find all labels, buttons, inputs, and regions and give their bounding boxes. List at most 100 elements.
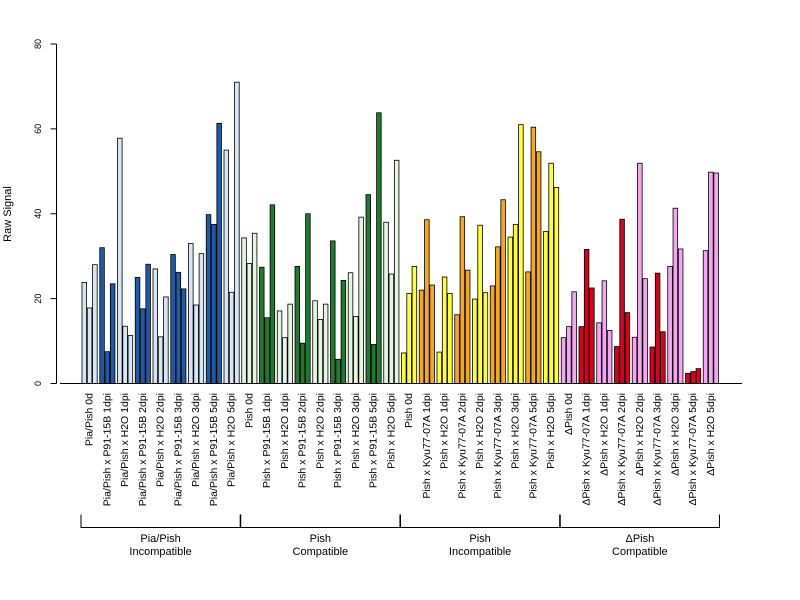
y-tick-label: 80: [33, 39, 43, 49]
bar: [482, 292, 489, 384]
x-tick-label: Pish x H2O 2dpi: [474, 393, 486, 469]
bar: [507, 236, 513, 384]
bar: [685, 372, 691, 384]
bar: [548, 162, 554, 384]
bar: [264, 317, 270, 384]
bar: [560, 337, 567, 384]
bar: [86, 307, 93, 384]
bar: [117, 137, 123, 384]
bar: [122, 325, 128, 384]
bar: [353, 316, 359, 384]
bar: [152, 268, 158, 384]
bar: [596, 322, 602, 384]
bar: [99, 247, 105, 384]
bar: [145, 263, 151, 384]
bar: [713, 172, 719, 384]
x-tick-label: Pish x Kyu77-07A 2dpi: [456, 393, 468, 499]
x-tick-label: ΔPish x H2O 1dpi: [598, 393, 610, 476]
bar: [672, 207, 679, 384]
bar: [489, 285, 496, 384]
bar: [654, 272, 661, 384]
y-tick-label: 20: [33, 294, 43, 304]
bar: [614, 346, 620, 384]
bar: [619, 218, 625, 384]
bar: [690, 371, 696, 384]
bar: [370, 344, 377, 384]
group-label-line2: Incompatible: [449, 546, 511, 558]
x-tick-label: ΔPish x H2O 2dpi: [634, 393, 646, 476]
bar: [472, 298, 478, 384]
bar: [216, 122, 222, 384]
bar: [305, 213, 311, 384]
bar: [287, 303, 293, 384]
group-label-line2: Compatible: [293, 546, 349, 558]
bar: [259, 266, 265, 384]
x-tick-label: Pish x P91-15B 5dpi: [368, 393, 380, 488]
bar: [447, 293, 453, 384]
x-tick-label: ΔPish x Kyu77-07A 3dpi: [652, 393, 664, 506]
bar: [81, 282, 87, 384]
bar: [518, 124, 524, 384]
bar: [282, 337, 288, 384]
x-tick-label: ΔPish x Kyu77-07A 2dpi: [616, 393, 628, 506]
bar: [637, 162, 643, 384]
bar: [157, 336, 164, 384]
x-tick-label: Pia/Pish x P91-15B 3dpi: [172, 393, 184, 506]
group-label-line2: Incompatible: [129, 546, 191, 558]
y-axis: 0 20 40 60 80: [33, 39, 57, 386]
bar: [376, 112, 382, 384]
bar: [571, 291, 577, 384]
bar: [406, 293, 412, 384]
x-tick-label: Pia/Pish x H2O 2dpi: [155, 393, 167, 487]
x-tick-label: Pish 0d: [243, 393, 255, 428]
x-tick-label: Pish x H2O 5dpi: [545, 393, 557, 469]
bar: [418, 289, 425, 384]
bar: [92, 264, 98, 384]
bar: [589, 287, 595, 384]
bar: [294, 265, 300, 384]
x-tick-label: Pish x Kyu77-07A 3dpi: [492, 393, 504, 499]
bar: [109, 283, 116, 384]
bar: [358, 216, 364, 384]
bar: [330, 240, 336, 384]
x-tick-label: Pish x H2O 3dpi: [510, 393, 522, 469]
bar: [702, 250, 709, 384]
x-tick-label: Pia/Pish 0d: [84, 393, 96, 446]
bar: [667, 265, 673, 384]
bar: [624, 312, 631, 384]
x-tick-label: Pia/Pish x P91-15B 1dpi: [101, 393, 113, 506]
bar: [188, 243, 194, 384]
bar: [193, 304, 199, 384]
bar: [223, 149, 229, 384]
bar: [543, 231, 549, 384]
bar: [393, 159, 400, 384]
x-tick-label: Pish x H2O 2dpi: [314, 393, 326, 469]
bar: [104, 351, 111, 384]
bar: [553, 187, 560, 384]
x-tick-label: Pish x Kyu77-07A 5dpi: [527, 393, 539, 499]
bar: [299, 342, 306, 384]
bar: [677, 248, 684, 384]
x-tick-label: Pish 0d: [403, 393, 415, 428]
bar: [251, 232, 258, 384]
group-label-line1: Pia/Pish: [140, 533, 180, 545]
x-tick-label: Pish x P91-15B 1dpi: [261, 393, 273, 488]
x-tick-label: Pia/Pish x P91-15B 5dpi: [208, 393, 220, 506]
bar: [601, 280, 608, 384]
group-labels: Pia/PishIncompatiblePishCompatiblePishIn…: [80, 514, 720, 558]
y-axis-title: Raw Signal: [2, 186, 14, 242]
bar: [708, 171, 714, 384]
bar: [234, 81, 240, 384]
x-tick-label: Pia/Pish x P91-15B 2dpi: [137, 393, 149, 506]
bar: [530, 126, 537, 384]
x-tick-label: Pish x H2O 5dpi: [385, 393, 397, 469]
bar: [583, 248, 590, 384]
bar: [340, 279, 347, 384]
bar: [642, 278, 648, 384]
group-bracket: [240, 514, 401, 528]
bar: [175, 271, 182, 384]
group-bracket: [400, 514, 561, 528]
bar: [211, 223, 217, 384]
y-tick-label: 0: [33, 381, 43, 386]
bar: [276, 310, 283, 384]
